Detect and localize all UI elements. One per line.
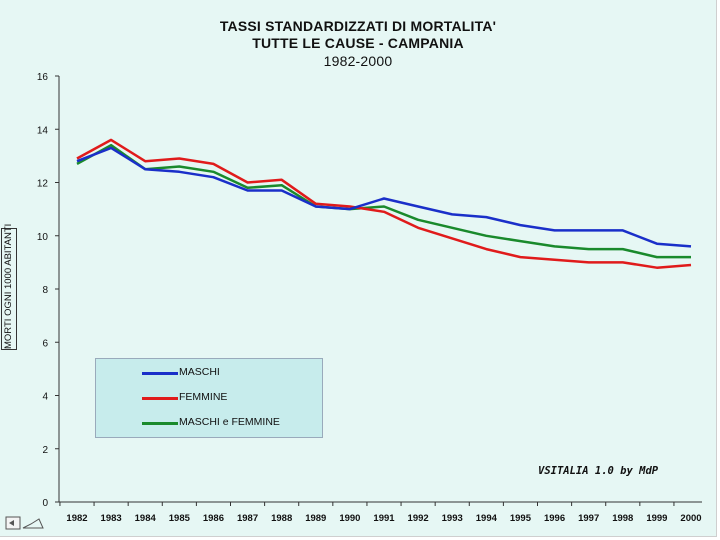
legend-swatch-maschi-e-femmine bbox=[142, 422, 178, 425]
x-tick-label: 1982 bbox=[66, 513, 87, 524]
series-line-maschi bbox=[76, 146, 692, 248]
x-tick-label: 1995 bbox=[510, 513, 532, 524]
series-line-maschi-e-femmine bbox=[76, 143, 691, 259]
x-tick-label: 1996 bbox=[544, 513, 565, 524]
x-tick-label: 1983 bbox=[101, 513, 122, 524]
x-tick-label: 1985 bbox=[169, 513, 191, 524]
slide-navigation-icon[interactable] bbox=[5, 515, 45, 531]
y-tick-label: 0 bbox=[42, 498, 48, 509]
x-tick-label: 1992 bbox=[408, 513, 429, 524]
chart-title-line-1: TASSI STANDARDIZZATI DI MORTALITA' bbox=[219, 18, 497, 34]
legend-label-maschi-e-femmine: MASCHI e FEMMINE bbox=[179, 416, 280, 428]
x-tick-label: 1998 bbox=[612, 513, 633, 524]
x-tick-label: 1988 bbox=[271, 513, 292, 524]
y-tick-label: 8 bbox=[42, 285, 48, 296]
x-tick-label: 1994 bbox=[476, 513, 498, 524]
legend-item-maschi: MASCHI bbox=[96, 365, 322, 381]
x-tick-label: 1991 bbox=[373, 513, 395, 524]
x-tick-label: 1993 bbox=[442, 513, 463, 524]
watermark-annotation: VSITALIA 1.0 by MdP bbox=[538, 465, 659, 477]
y-tick-label: 16 bbox=[37, 72, 49, 83]
legend-item-maschi-e-femmine: MASCHI e FEMMINE bbox=[96, 415, 322, 431]
y-tick-label: 4 bbox=[42, 392, 48, 403]
x-tick-label: 1986 bbox=[203, 513, 224, 524]
chart-title-line-2: TUTTE LE CAUSE - CAMPANIA bbox=[252, 35, 464, 51]
series-line-femmine bbox=[76, 138, 692, 269]
y-tick-label: 6 bbox=[42, 338, 48, 349]
chart-title-years: 1982-2000 bbox=[323, 53, 393, 69]
x-tick-label: 1997 bbox=[578, 513, 599, 524]
x-tick-label: 1987 bbox=[237, 513, 258, 524]
x-tick-label: 2000 bbox=[680, 513, 701, 524]
x-tick-label: 1984 bbox=[135, 513, 157, 524]
legend-swatch-maschi bbox=[142, 372, 178, 375]
y-tick-label: 14 bbox=[37, 125, 49, 136]
x-tick-label: 1989 bbox=[305, 513, 326, 524]
legend-label-femmine: FEMMINE bbox=[179, 391, 228, 403]
legend-label-maschi: MASCHI bbox=[179, 366, 220, 378]
legend-swatch-femmine bbox=[142, 397, 178, 400]
x-tick-label: 1999 bbox=[646, 513, 667, 524]
legend: MASCHI FEMMINE MASCHI e FEMMINE bbox=[95, 358, 323, 438]
y-tick-label: 12 bbox=[37, 179, 49, 190]
y-tick-label: 2 bbox=[42, 445, 48, 456]
y-tick-label: 10 bbox=[37, 232, 49, 243]
x-tick-label: 1990 bbox=[339, 513, 360, 524]
legend-item-femmine: FEMMINE bbox=[96, 390, 322, 406]
